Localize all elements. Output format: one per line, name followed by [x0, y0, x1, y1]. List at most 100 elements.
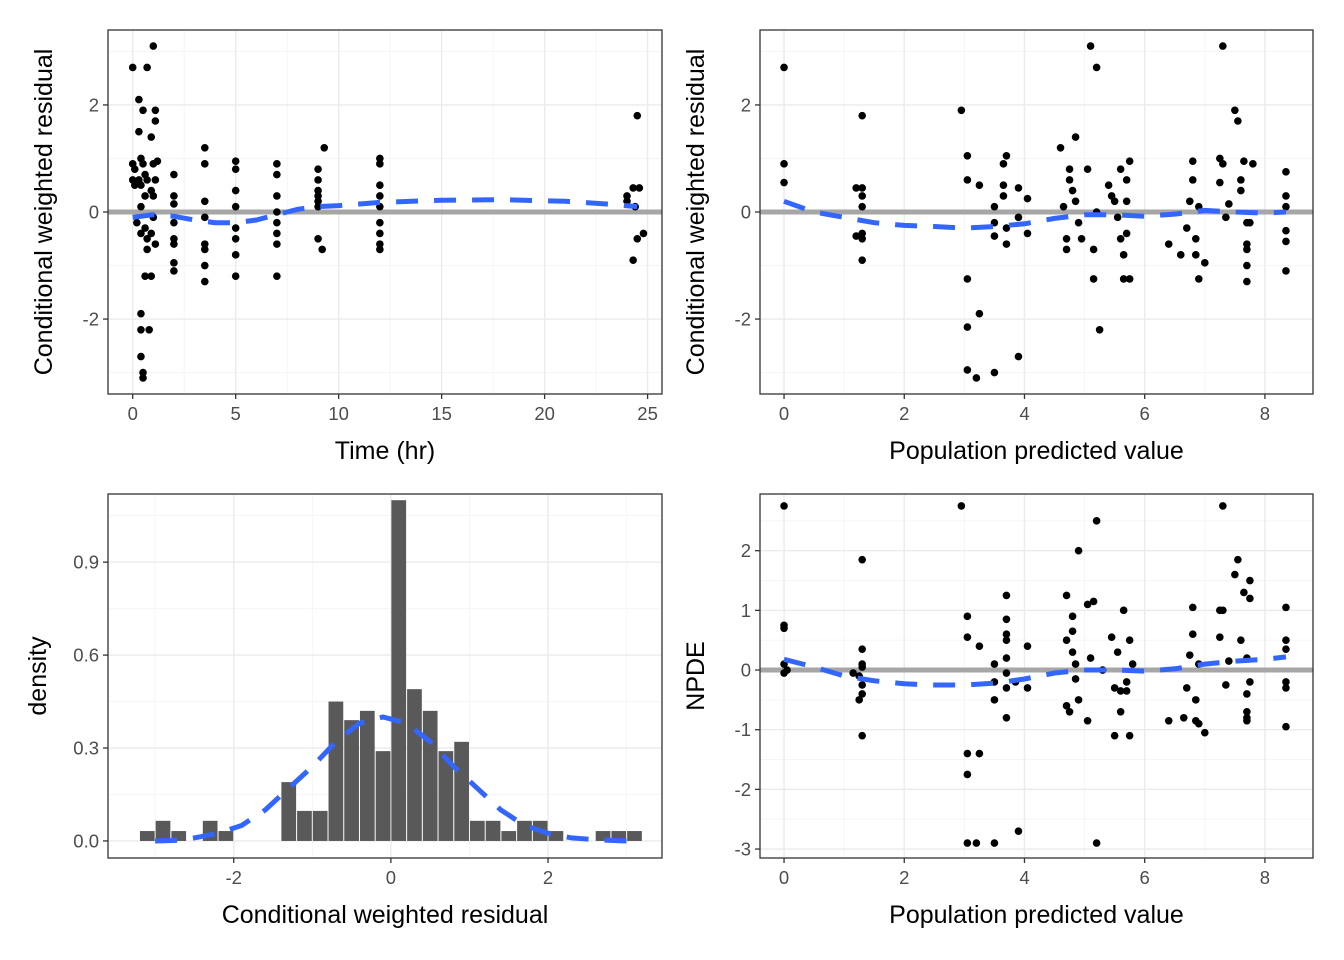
- data-point: [135, 127, 143, 136]
- data-point: [1185, 197, 1194, 206]
- data-point: [231, 202, 240, 211]
- data-point: [633, 111, 642, 120]
- data-point: [1002, 654, 1011, 662]
- data-point: [1201, 728, 1209, 737]
- x-tick-label: 0: [128, 403, 138, 424]
- data-point: [151, 176, 160, 184]
- data-point: [1231, 106, 1239, 115]
- data-point: [858, 663, 866, 671]
- x-tick-label: 2: [899, 867, 909, 888]
- histogram-bar: [595, 831, 611, 841]
- data-point: [200, 277, 209, 286]
- data-point: [1219, 502, 1227, 510]
- data-point: [629, 256, 637, 264]
- data-point: [1023, 229, 1032, 238]
- data-point: [1240, 588, 1248, 597]
- data-point: [963, 612, 972, 621]
- data-point: [130, 165, 139, 173]
- data-point: [376, 154, 384, 163]
- data-point: [1243, 277, 1251, 286]
- y-tick-label: 0.3: [73, 738, 99, 759]
- data-point: [858, 184, 866, 192]
- data-point: [1077, 234, 1086, 243]
- data-point: [376, 229, 384, 238]
- data-point: [170, 240, 178, 248]
- histogram-bar: [218, 831, 234, 841]
- data-point: [1002, 240, 1011, 248]
- data-point: [231, 157, 240, 165]
- data-point: [1125, 731, 1134, 740]
- data-point: [170, 259, 178, 267]
- data-point: [975, 309, 984, 318]
- data-point: [1068, 627, 1077, 636]
- data-point: [1188, 176, 1197, 184]
- data-point: [1119, 251, 1128, 259]
- data-point: [133, 218, 141, 227]
- data-point: [975, 749, 984, 758]
- y-tick-label: 2: [741, 94, 751, 115]
- data-point: [1068, 186, 1077, 195]
- data-point: [1119, 275, 1128, 283]
- y-tick-label: 1: [741, 600, 751, 621]
- data-point: [1089, 597, 1098, 606]
- data-point: [376, 245, 384, 254]
- data-point: [314, 234, 322, 243]
- histogram-bar: [422, 710, 438, 841]
- data-point: [1083, 165, 1092, 173]
- histogram-bar: [328, 701, 344, 841]
- data-point: [151, 117, 160, 125]
- data-point: [1122, 176, 1131, 184]
- data-point: [273, 170, 281, 179]
- x-tick-label: 4: [1019, 403, 1029, 424]
- data-point: [1002, 615, 1011, 624]
- histogram-bar: [375, 751, 391, 841]
- histogram-bar: [517, 820, 532, 841]
- data-point: [1237, 176, 1245, 184]
- data-point: [1014, 184, 1023, 192]
- data-point: [376, 240, 384, 248]
- data-point: [963, 749, 972, 758]
- data-point: [170, 200, 178, 208]
- data-point: [1023, 684, 1032, 692]
- data-point: [1014, 213, 1023, 222]
- x-tick-label: 10: [328, 403, 349, 424]
- histogram-bar: [611, 831, 627, 841]
- panel-border: [107, 493, 663, 859]
- data-point: [1243, 690, 1251, 698]
- y-tick-label: 2: [89, 94, 99, 115]
- y-tick-label: -2: [83, 309, 99, 330]
- data-point: [963, 633, 972, 642]
- data-point: [990, 202, 999, 211]
- y-axis-label: density: [24, 636, 52, 716]
- data-point: [855, 696, 863, 704]
- data-point: [314, 186, 322, 195]
- data-point: [1185, 651, 1194, 659]
- data-point: [780, 160, 788, 168]
- data-point: [633, 234, 642, 243]
- histogram-bar: [359, 710, 375, 841]
- data-point: [1062, 234, 1071, 243]
- data-point: [852, 184, 860, 192]
- data-point: [1201, 259, 1209, 267]
- data-point: [1249, 160, 1257, 168]
- data-point: [137, 181, 145, 190]
- data-point: [1282, 636, 1290, 644]
- y-tick-label: 0.6: [73, 645, 99, 666]
- histogram-bar: [485, 820, 501, 841]
- data-point: [963, 770, 972, 779]
- data-point: [1002, 669, 1011, 677]
- data-point: [1182, 684, 1191, 692]
- data-point: [170, 218, 178, 227]
- data-point: [1282, 722, 1290, 731]
- data-point: [1089, 245, 1098, 254]
- data-point: [139, 374, 147, 382]
- x-tick-label: 0: [386, 867, 396, 888]
- data-point: [147, 133, 156, 141]
- data-point: [1086, 654, 1095, 662]
- data-point: [1282, 202, 1290, 211]
- smooth-trend-line: [783, 198, 1287, 231]
- data-point: [273, 208, 281, 216]
- data-point: [1065, 176, 1074, 184]
- data-point: [1246, 678, 1254, 686]
